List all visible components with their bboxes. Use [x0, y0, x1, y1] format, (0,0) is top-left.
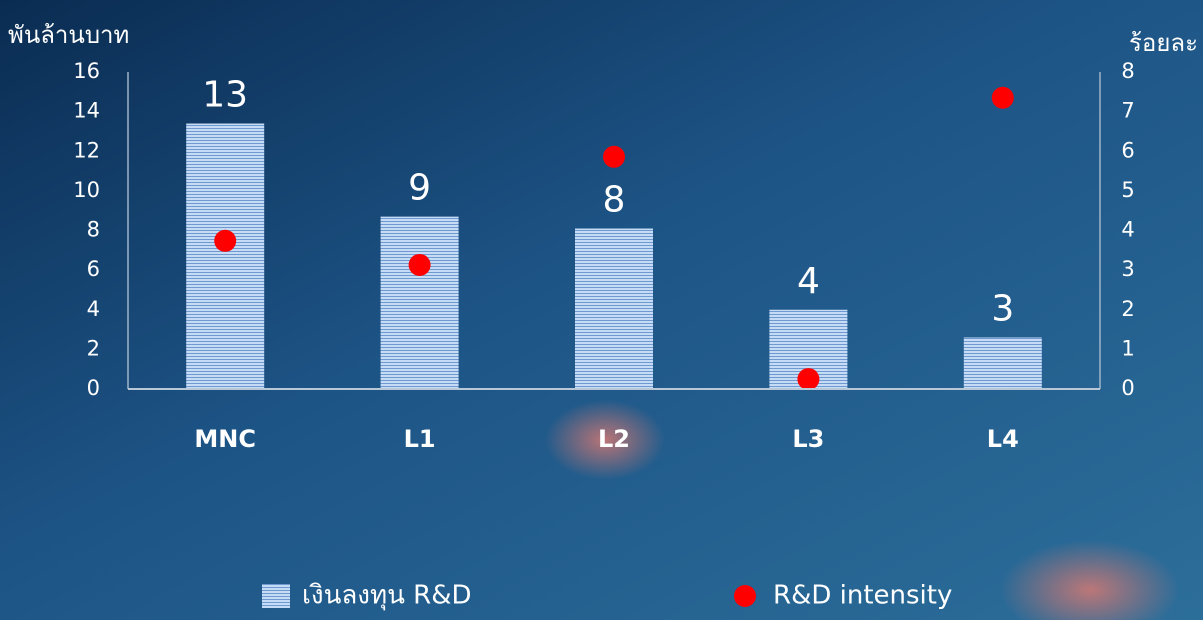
- dot: [408, 253, 431, 276]
- y2-tick-label: 6: [1121, 138, 1134, 162]
- y-tick-label: 16: [73, 59, 100, 83]
- dot: [991, 86, 1014, 109]
- y-axis-title: พันล้านบาท: [8, 21, 129, 49]
- data-label: 4: [797, 261, 820, 302]
- x-tick-label: L4: [987, 425, 1019, 453]
- x-tick-label: L1: [404, 425, 436, 453]
- bar: [963, 337, 1042, 389]
- bar: [575, 228, 653, 389]
- y-tick-label: 8: [87, 218, 100, 242]
- y-tick-label: 10: [73, 178, 100, 202]
- data-label: 8: [603, 180, 626, 221]
- bar: [380, 216, 459, 389]
- y2-axis-title: ร้อยละ: [1129, 29, 1198, 57]
- legend-swatch: [262, 584, 290, 608]
- y-tick-label: 14: [73, 99, 100, 123]
- y2-tick-label: 0: [1121, 376, 1134, 400]
- x-tick-label: L3: [792, 425, 824, 453]
- dot: [214, 229, 237, 252]
- dot: [797, 368, 820, 391]
- x-tick-label: L2: [598, 425, 630, 453]
- y-tick-label: 2: [87, 336, 100, 360]
- y2-tick-label: 7: [1121, 99, 1134, 123]
- data-label: 3: [991, 288, 1014, 329]
- x-tick-label: MNC: [194, 425, 256, 453]
- background-glow: [545, 400, 665, 480]
- y-tick-label: 0: [87, 376, 100, 400]
- dot: [603, 145, 625, 168]
- bar: [186, 123, 265, 389]
- background-glow: [1000, 540, 1180, 620]
- y2-tick-label: 1: [1121, 336, 1134, 360]
- legend-swatch: [734, 585, 756, 607]
- legend-label: R&D intensity: [773, 581, 952, 611]
- y-tick-label: 4: [87, 297, 100, 321]
- data-label: 9: [408, 168, 431, 209]
- y-tick-label: 6: [87, 257, 100, 281]
- y2-tick-label: 5: [1121, 178, 1134, 202]
- y2-tick-label: 4: [1121, 218, 1134, 242]
- y2-tick-label: 3: [1121, 257, 1134, 281]
- y-tick-label: 12: [73, 138, 100, 162]
- legend-label: เงินลงทุน R&D: [302, 581, 472, 611]
- y2-tick-label: 8: [1121, 59, 1134, 83]
- data-label: 13: [202, 75, 248, 116]
- y2-tick-label: 2: [1121, 297, 1134, 321]
